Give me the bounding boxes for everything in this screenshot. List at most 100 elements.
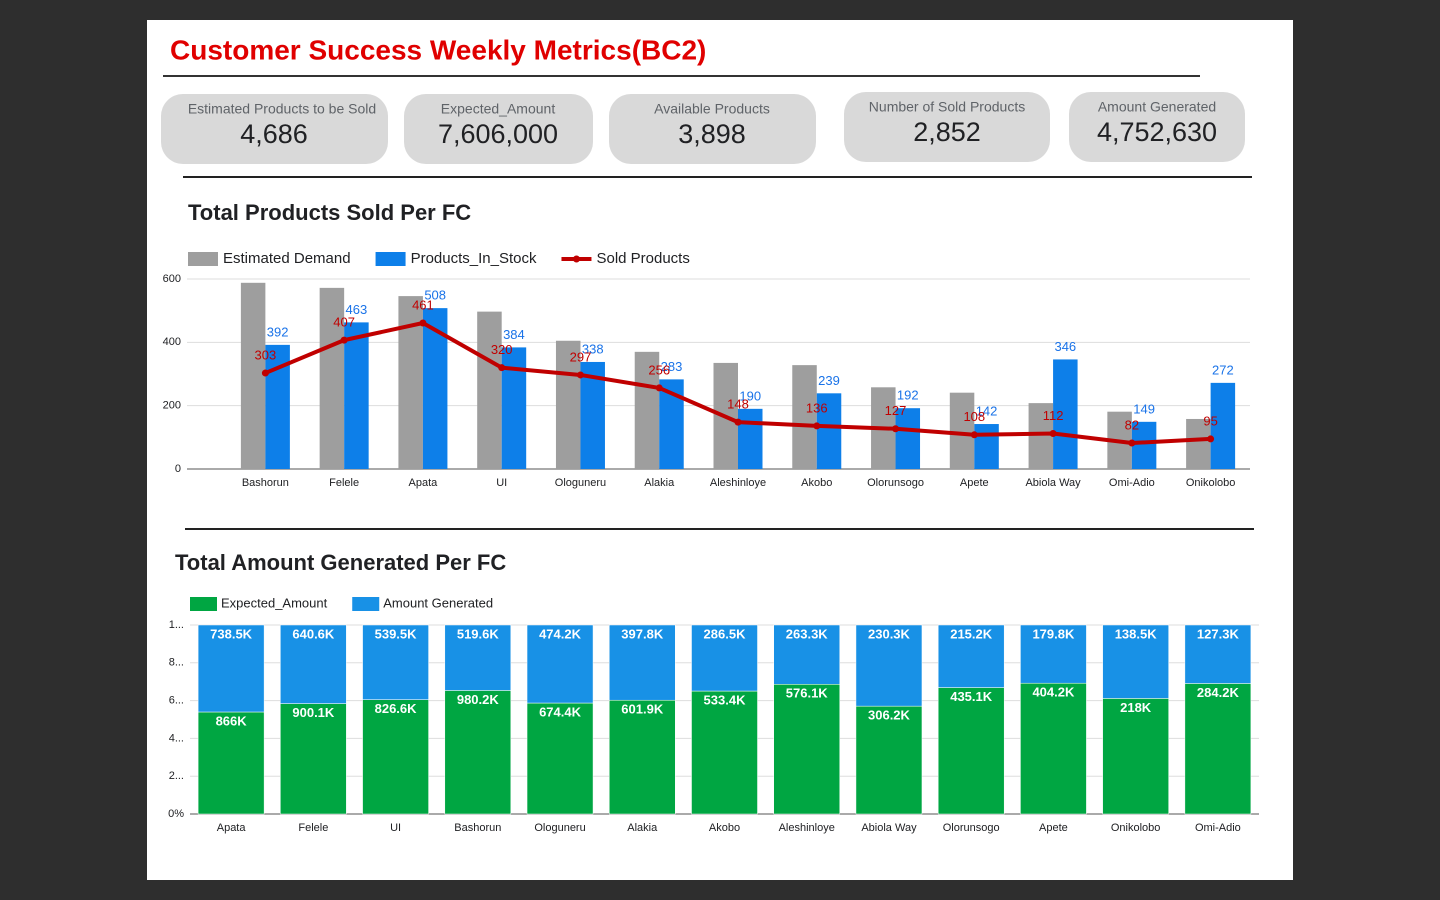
bar-segment bbox=[362, 699, 429, 815]
bar-segment bbox=[526, 624, 594, 704]
point bbox=[340, 336, 348, 344]
kpi-bg bbox=[1069, 92, 1245, 162]
data-label: 272 bbox=[1212, 362, 1234, 377]
point bbox=[970, 431, 978, 439]
x-tick-label: Apata bbox=[409, 477, 439, 489]
data-label: 230.3K bbox=[868, 626, 911, 641]
data-label: 263.3K bbox=[786, 626, 829, 641]
bar bbox=[555, 340, 581, 469]
y-tick-label: 0 bbox=[175, 463, 181, 475]
bar-segment bbox=[1020, 682, 1087, 815]
data-label: 127.3K bbox=[1197, 626, 1240, 641]
data-label: 190 bbox=[739, 388, 761, 403]
bar bbox=[240, 282, 266, 469]
kpi-card: Amount Generated 4,752,630 bbox=[1069, 92, 1245, 162]
legend-label: Estimated Demand bbox=[223, 250, 351, 267]
data-label: 284.2K bbox=[1197, 685, 1240, 700]
data-label: 127 bbox=[885, 403, 907, 418]
x-tick-label: Olorunsogo bbox=[867, 477, 924, 489]
point bbox=[1207, 435, 1215, 443]
data-label: 320 bbox=[491, 342, 513, 357]
point bbox=[892, 425, 900, 433]
bar-segment bbox=[1102, 624, 1169, 699]
bar bbox=[1210, 382, 1236, 469]
x-tick-label: Bashorun bbox=[242, 477, 289, 489]
bar-segment bbox=[1184, 624, 1252, 684]
kpi-value: 2,852 bbox=[913, 117, 981, 147]
data-label: 215.2K bbox=[950, 626, 993, 641]
bar-segment bbox=[855, 624, 923, 707]
y-tick-label: 8... bbox=[169, 657, 184, 669]
bar bbox=[792, 365, 817, 469]
bar-segment bbox=[444, 690, 512, 815]
kpi-bg bbox=[404, 94, 593, 164]
kpi-label: Amount Generated bbox=[1098, 99, 1216, 115]
data-label: 286.5K bbox=[704, 626, 747, 641]
data-label: 519.6K bbox=[457, 626, 500, 641]
data-label: 218K bbox=[1120, 700, 1152, 715]
data-label: 508 bbox=[424, 288, 446, 303]
x-tick-label: Apata bbox=[217, 822, 247, 834]
data-label: 283 bbox=[661, 359, 683, 374]
bar bbox=[1131, 421, 1157, 469]
bar-segment bbox=[526, 702, 594, 815]
x-tick-label: Olorunsogo bbox=[943, 822, 1000, 834]
kpi-label: Estimated Products to be Sold bbox=[188, 101, 376, 117]
data-label: 95 bbox=[1203, 413, 1217, 428]
x-tick-label: Aleshinloye bbox=[710, 477, 766, 489]
data-label: 900.1K bbox=[292, 705, 335, 720]
bar bbox=[1186, 418, 1211, 469]
bar-segment bbox=[1102, 698, 1169, 815]
bar-segment bbox=[855, 705, 923, 815]
bar bbox=[1053, 359, 1078, 469]
kpi-label: Number of Sold Products bbox=[869, 99, 1025, 115]
data-label: 82 bbox=[1125, 417, 1139, 432]
data-label: 980.2K bbox=[457, 692, 500, 707]
bar bbox=[344, 322, 369, 469]
x-tick-label: Bashorun bbox=[454, 822, 501, 834]
kpi-label: Available Products bbox=[654, 101, 770, 117]
y-tick-label: 400 bbox=[163, 336, 181, 348]
bar-segment bbox=[691, 624, 758, 692]
bar-segment bbox=[773, 684, 840, 815]
data-label: 112 bbox=[1043, 408, 1064, 423]
report-title: Customer Success Weekly Metrics(BC2) bbox=[170, 34, 706, 65]
legend-swatch bbox=[188, 252, 218, 266]
bar-segment bbox=[280, 624, 347, 704]
legend-label: Products_In_Stock bbox=[411, 250, 537, 267]
x-tick-label: Alakia bbox=[644, 477, 675, 489]
point bbox=[1128, 439, 1136, 447]
legend-label: Expected_Amount bbox=[221, 595, 328, 610]
data-label: 256 bbox=[648, 362, 670, 377]
data-label: 640.6K bbox=[292, 626, 335, 641]
kpi-value: 7,606,000 bbox=[438, 119, 558, 149]
bar bbox=[949, 392, 975, 469]
data-label: 346 bbox=[1054, 339, 1076, 354]
data-label: 192 bbox=[897, 388, 919, 403]
bar bbox=[816, 393, 842, 469]
x-tick-label: Onikolobo bbox=[1111, 822, 1161, 834]
data-label: 179.8K bbox=[1032, 626, 1075, 641]
x-tick-label: Felele bbox=[298, 822, 328, 834]
data-label: 533.4K bbox=[704, 692, 747, 707]
y-tick-label: 200 bbox=[163, 400, 181, 412]
legend-label: Amount Generated bbox=[383, 595, 493, 610]
point bbox=[1049, 430, 1057, 438]
x-tick-label: Abiola Way bbox=[1025, 477, 1081, 489]
data-label: 303 bbox=[255, 347, 277, 362]
legend-swatch bbox=[572, 255, 580, 263]
x-tick-label: Akobo bbox=[801, 477, 832, 489]
kpi-bg bbox=[609, 94, 816, 164]
data-label: 539.5K bbox=[375, 626, 418, 641]
data-label: 338 bbox=[582, 341, 604, 356]
y-tick-label: 4... bbox=[169, 732, 184, 744]
point bbox=[419, 319, 427, 327]
bar-segment bbox=[362, 624, 429, 700]
chart-title: Total Amount Generated Per FC bbox=[175, 550, 506, 575]
kpi-card: Expected_Amount 7,606,000 bbox=[404, 94, 593, 164]
bar-segment bbox=[197, 624, 265, 713]
data-label: 306.2K bbox=[868, 708, 911, 723]
x-tick-label: Ologuneru bbox=[534, 822, 585, 834]
bar bbox=[738, 408, 763, 469]
